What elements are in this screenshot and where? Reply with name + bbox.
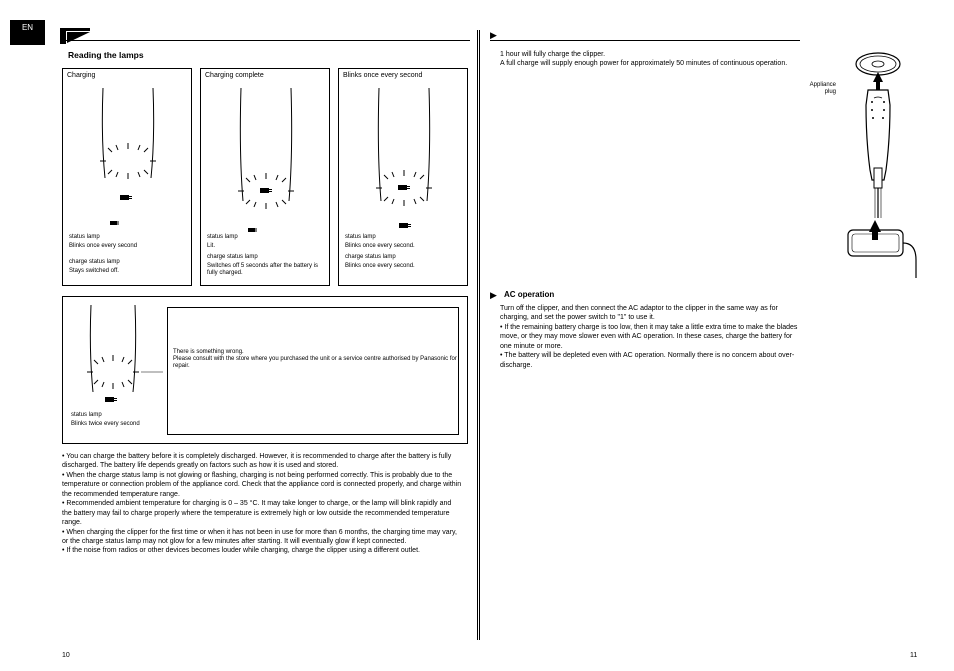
- top-rule-left: [60, 40, 470, 41]
- panel3-charge-title: charge status lamp: [345, 254, 463, 261]
- language-tab: EN: [10, 20, 45, 45]
- panel2-status-text: Lit.: [207, 243, 325, 250]
- panel4-left-title: status lamp: [71, 412, 161, 419]
- panel-error: status lamp Blinks twice every second Th…: [62, 296, 468, 444]
- panel3-heading: Blinks once every second: [343, 72, 422, 79]
- charger-illustration: [838, 50, 918, 280]
- panel1-diagram-icon: [63, 83, 193, 233]
- panel3-status-title: status lamp: [345, 234, 463, 241]
- panel1-heading: Charging: [67, 72, 95, 79]
- right-bullet1-text: 1 hour will fully charge the clipper. A …: [500, 50, 800, 69]
- panel2-status-title: status lamp: [207, 234, 325, 241]
- top-rule-right: [490, 40, 800, 41]
- triangle-bullet-icon: ▶: [490, 30, 497, 41]
- panel1-charge-title: charge status lamp: [69, 259, 187, 266]
- page: EN Reading the lamps Charging: [0, 0, 954, 671]
- left-notes: • You can charge the battery before it i…: [62, 452, 462, 556]
- panel2-charge-text: Switches off 5 seconds after the battery…: [207, 263, 325, 277]
- section-title-left: Reading the lamps: [68, 50, 144, 60]
- center-divider: [477, 30, 478, 640]
- panel2-heading: Charging complete: [205, 72, 264, 79]
- panel2-diagram-icon: [201, 83, 331, 243]
- panel1-status-text: Blinks once every second: [69, 243, 187, 250]
- panel-complete: Charging complete stat: [200, 68, 330, 286]
- triangle-bullet-icon-2: ▶: [490, 290, 497, 301]
- panel2-charge-title: charge status lamp: [207, 254, 325, 261]
- panel3-status-text: Blinks once every second.: [345, 243, 463, 250]
- panel1-charge-text: Stays switched off.: [69, 268, 187, 275]
- center-divider-2: [479, 30, 480, 640]
- panel4-left-text: Blinks twice every second: [71, 421, 161, 428]
- right-bullet2-title: AC operation: [504, 290, 554, 299]
- charger-icon: [838, 50, 918, 280]
- panel-abnormal: Blinks once every second: [338, 68, 468, 286]
- charger-caption: Appliance plug: [806, 82, 836, 96]
- panel-charging: Charging: [62, 68, 192, 286]
- corner-wedge-icon: [60, 28, 90, 44]
- right-bullet2-text: Turn off the clipper, and then connect t…: [500, 304, 800, 370]
- panel3-charge-text: Blinks once every second.: [345, 263, 463, 270]
- page-number-left: 10: [62, 652, 70, 659]
- panel1-status-title: status lamp: [69, 234, 187, 241]
- page-number-right: 11: [910, 652, 917, 659]
- panel3-diagram-icon: [339, 83, 469, 243]
